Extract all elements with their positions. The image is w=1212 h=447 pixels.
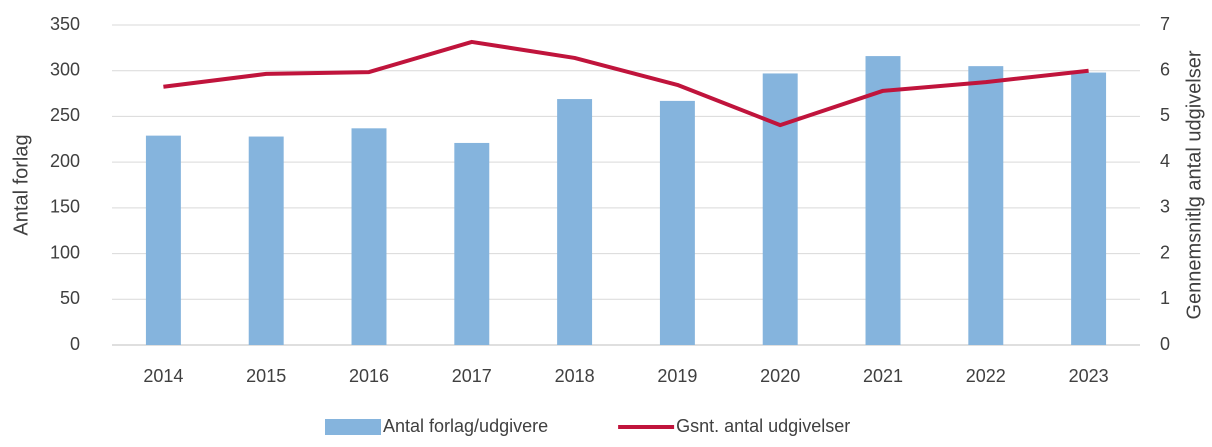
y-tick-label: 300 [50,59,80,79]
legend-label: Gsnt. antal udgivelser [676,416,850,436]
x-tick-label: 2022 [966,366,1006,386]
y-axis-label: Antal forlag [10,134,32,235]
y2-tick-label: 0 [1160,334,1170,354]
legend-label: Antal forlag/udgivere [383,416,548,436]
x-tick-label: 2019 [657,366,697,386]
x-tick-label: 2018 [555,366,595,386]
y-tick-label: 250 [50,105,80,125]
bar [1071,72,1107,346]
y-tick-label: 100 [50,242,80,262]
bar [762,73,798,345]
x-tick-label: 2014 [143,366,183,386]
y2-tick-label: 2 [1160,242,1170,262]
x-tick-label: 2017 [452,366,492,386]
y2-tick-label: 4 [1160,151,1170,171]
bar [351,128,387,345]
bar [145,135,181,345]
x-tick-label: 2021 [863,366,903,386]
bar [248,136,284,345]
y2-axis-label: Gennemsnitlg antal udgivelser [1183,50,1205,319]
x-tick-label: 2023 [1069,366,1109,386]
y2-tick-label: 1 [1160,288,1170,308]
x-tick-label: 2015 [246,366,286,386]
y-tick-label: 350 [50,14,80,34]
y-tick-label: 50 [60,288,80,308]
y2-tick-label: 7 [1160,14,1170,34]
y-tick-label: 150 [50,197,80,217]
legend-swatch [325,419,381,435]
x-tick-label: 2020 [760,366,800,386]
bar [659,100,695,345]
line [163,39,1089,128]
y-tick-label: 200 [50,151,80,171]
y2-tick-label: 3 [1160,197,1170,217]
y-tick-label: 0 [70,334,80,354]
x-tick-label: 2016 [349,366,389,386]
bar [557,99,593,345]
y2-tick-label: 5 [1160,105,1170,125]
bar [865,56,901,345]
bar [454,142,490,345]
bar [968,66,1004,346]
y2-tick-label: 6 [1160,59,1170,79]
